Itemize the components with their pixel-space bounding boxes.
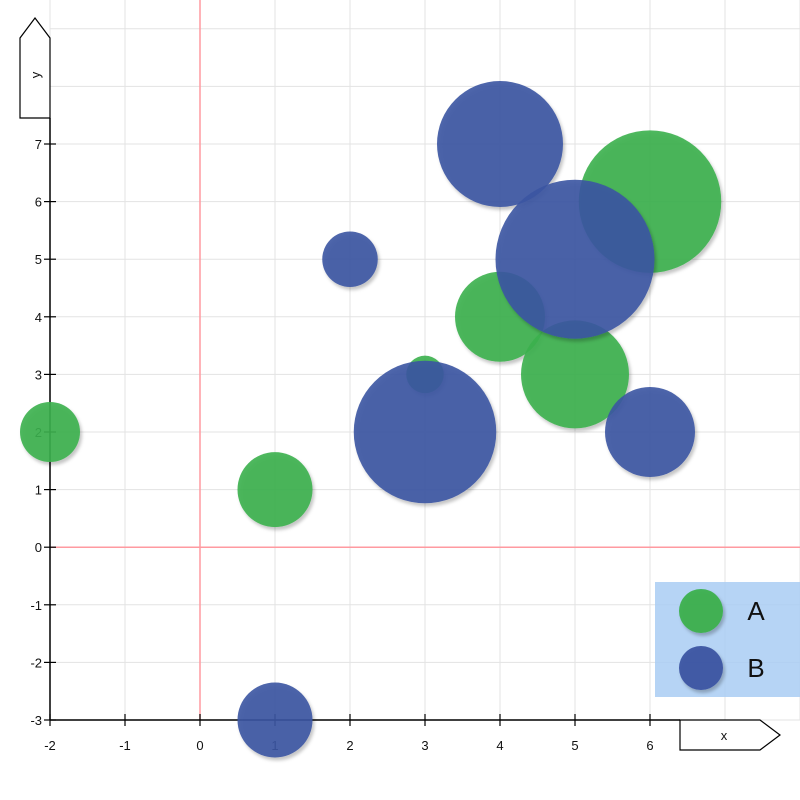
x-tick-label: 4 (496, 738, 503, 753)
legend-marker-b (679, 646, 723, 690)
bubble-b (322, 231, 378, 287)
y-tick-label: -1 (30, 598, 42, 613)
y-tick-label: -3 (30, 713, 42, 728)
legend-label-a: A (747, 596, 765, 626)
legend-marker-a (679, 589, 723, 633)
y-tick-label: -2 (30, 655, 42, 670)
y-tick-label: 3 (35, 367, 42, 382)
bubble-b (495, 179, 655, 339)
x-tick-label: 3 (421, 738, 428, 753)
x-tick-label: 2 (346, 738, 353, 753)
y-tick-label: 1 (35, 483, 42, 498)
x-axis-arrow (679, 719, 781, 751)
legend: AB (655, 582, 800, 697)
y-axis-arrow (19, 17, 51, 119)
x-tick-label: 5 (571, 738, 578, 753)
bubble-b (437, 81, 563, 207)
zero-lines (50, 0, 800, 720)
y-tick-label: 4 (35, 310, 42, 325)
legend-label-b: B (747, 653, 764, 683)
axes: yx-2-10123456-3-2-101234567 (19, 17, 781, 753)
x-tick-label: 6 (646, 738, 653, 753)
bubble-a (521, 320, 629, 429)
legend-box (655, 582, 800, 697)
y-axis-label: y (28, 71, 43, 78)
bubble-a (237, 452, 313, 528)
y-tick-label: 5 (35, 252, 42, 267)
y-tick-label: 6 (35, 195, 42, 210)
y-tick-label: 0 (35, 540, 42, 555)
bubble-b (605, 387, 695, 477)
bubble-b (237, 682, 313, 758)
bubble-b (353, 360, 497, 504)
x-axis-label: x (721, 728, 728, 743)
bubble-a (20, 402, 80, 462)
y-tick-label: 7 (35, 137, 42, 152)
x-tick-label: -1 (119, 738, 131, 753)
bubbles (20, 81, 722, 758)
x-tick-label: 0 (196, 738, 203, 753)
x-tick-label: -2 (44, 738, 56, 753)
